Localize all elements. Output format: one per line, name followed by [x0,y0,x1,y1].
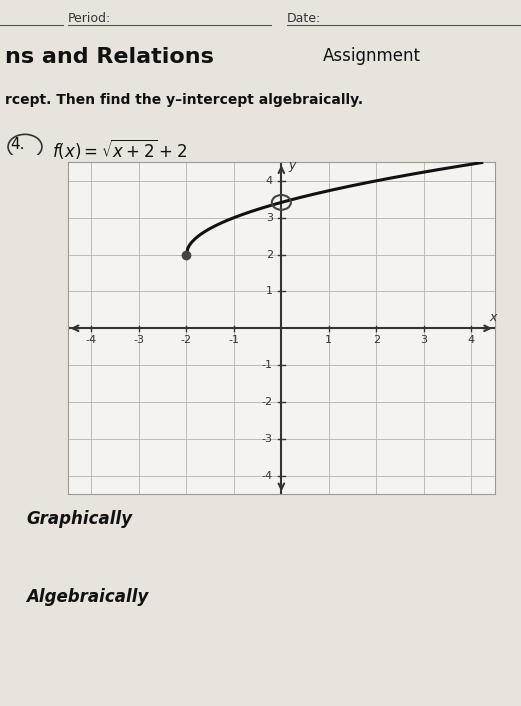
Text: 1: 1 [325,335,332,345]
Text: -1: -1 [228,335,239,345]
Text: 4.: 4. [10,137,25,152]
Text: y: y [288,159,295,172]
Text: 2: 2 [373,335,380,345]
Text: 3: 3 [266,213,273,222]
Text: -2: -2 [181,335,192,345]
Text: 1: 1 [266,287,273,297]
Text: 2: 2 [266,249,273,260]
Text: ns and Relations: ns and Relations [5,47,214,66]
Text: -3: -3 [262,434,273,444]
Text: Period:: Period: [68,13,111,25]
Text: Graphically: Graphically [26,510,132,528]
Text: 4: 4 [266,176,273,186]
Text: rcept. Then find the y–intercept algebraically.: rcept. Then find the y–intercept algebra… [5,93,363,107]
Text: 3: 3 [420,335,427,345]
Text: Assignment: Assignment [323,47,421,64]
Text: -4: -4 [262,471,273,481]
Text: x: x [489,311,497,325]
Text: -3: -3 [133,335,144,345]
Text: -2: -2 [262,397,273,407]
Text: $f(x) = \sqrt{x+2} + 2$: $f(x) = \sqrt{x+2} + 2$ [52,137,187,161]
Text: -1: -1 [262,360,273,370]
Text: Date:: Date: [287,13,321,25]
Text: 4: 4 [468,335,475,345]
Text: Algebraically: Algebraically [26,587,148,606]
Text: -4: -4 [86,335,97,345]
